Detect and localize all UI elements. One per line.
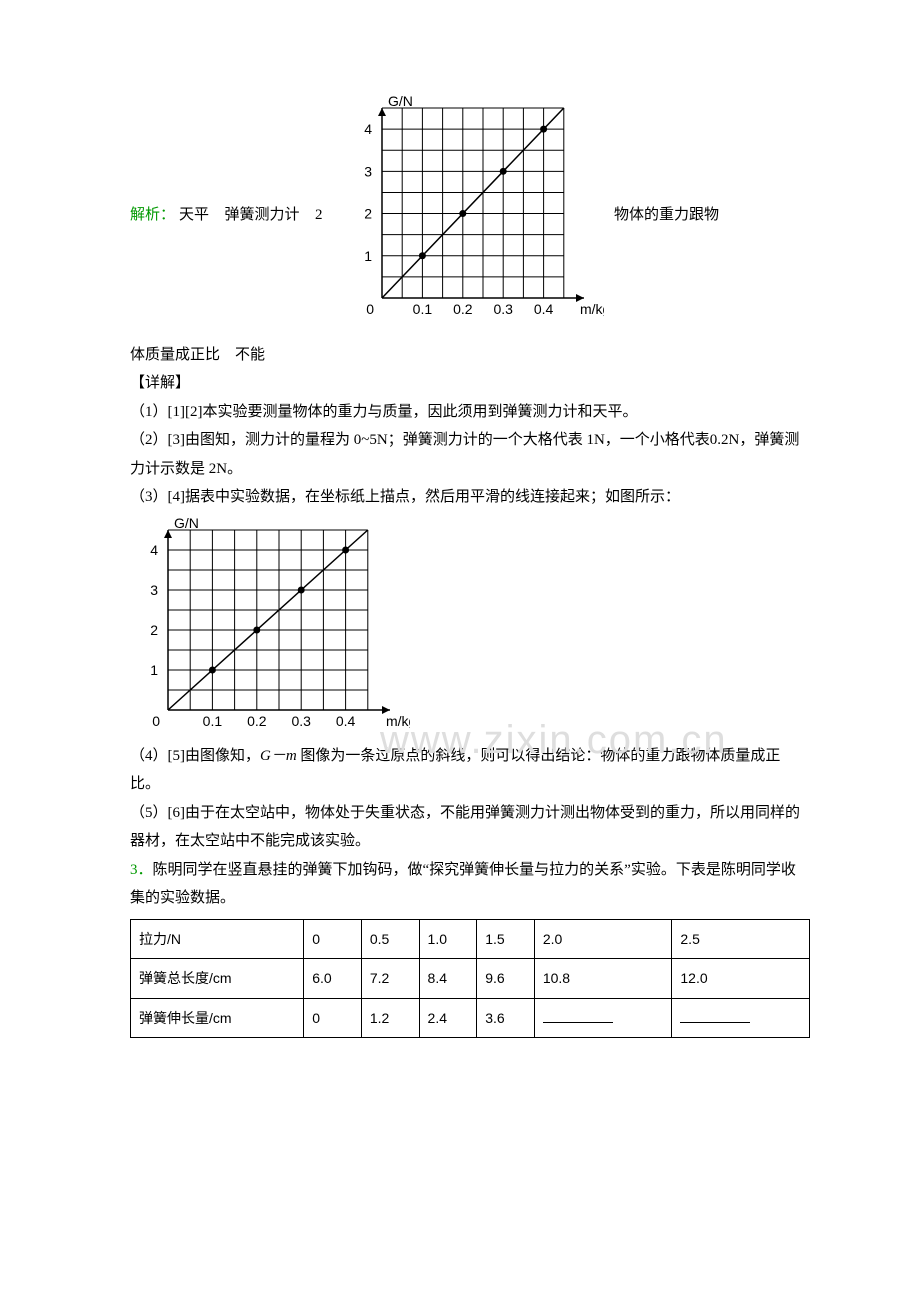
cell: 1.2: [361, 998, 419, 1038]
svg-text:0: 0: [152, 713, 160, 729]
svg-text:G/N: G/N: [388, 93, 413, 109]
svg-text:0.2: 0.2: [247, 713, 267, 729]
cell: 0: [304, 919, 362, 959]
svg-text:m/kg: m/kg: [386, 713, 410, 729]
svg-text:3: 3: [150, 582, 158, 598]
detail-p5: （5）[6]由于在太空站中，物体处于失重状态，不能用弹簧测力计测出物体受到的重力…: [130, 799, 810, 856]
row-label: 弹簧伸长量/cm: [131, 998, 304, 1038]
svg-text:0.3: 0.3: [291, 713, 311, 729]
cell: 1.5: [477, 919, 535, 959]
table-row: 弹簧总长度/cm 6.0 7.2 8.4 9.6 10.8 12.0: [131, 959, 810, 999]
cell: 10.8: [534, 959, 672, 999]
cell: 2.4: [419, 998, 477, 1038]
detail-p4a: （4）[5]由图像知，: [130, 748, 260, 764]
table-row: 弹簧伸长量/cm 0 1.2 2.4 3.6: [131, 998, 810, 1038]
row-label: 拉力/N: [131, 919, 304, 959]
cell: 9.6: [477, 959, 535, 999]
detail-p2: （2）[3]由图知，测力计的量程为 0~5N；弹簧测力计的一个大格代表 1N，一…: [130, 426, 810, 483]
cell: 8.4: [419, 959, 477, 999]
cell: 12.0: [672, 959, 810, 999]
svg-text:4: 4: [364, 121, 372, 137]
svg-text:1: 1: [150, 662, 158, 678]
row-label: 弹簧总长度/cm: [131, 959, 304, 999]
svg-text:0: 0: [366, 301, 374, 317]
table-row: 拉力/N 0 0.5 1.0 1.5 2.0 2.5: [131, 919, 810, 959]
svg-text:2: 2: [150, 622, 158, 638]
gn-mkg-chart-1: 0.1 0.2 0.3 0.4 1 2 3 4 0 G/N m/kg: [344, 90, 604, 330]
answer-item-0: 天平: [179, 201, 209, 230]
svg-text:0.2: 0.2: [453, 301, 473, 317]
q3-text: 陈明同学在竖直悬挂的弹簧下加钩码，做“探究弹簧伸长量与拉力的关系”实验。下表是陈…: [130, 862, 796, 907]
cell: [672, 998, 810, 1038]
answer-item-2: 2: [315, 201, 323, 230]
spring-data-table: 拉力/N 0 0.5 1.0 1.5 2.0 2.5 弹簧总长度/cm 6.0 …: [130, 919, 810, 1039]
detail-header: 【详解】: [130, 369, 810, 398]
svg-text:1: 1: [364, 248, 372, 264]
answer-tail-after: 体质量成正比 不能: [130, 341, 810, 370]
cell: 6.0: [304, 959, 362, 999]
detail-p4: （4）[5]由图像知，G－m 图像为一条过原点的斜线，则可以得出结论：物体的重力…: [130, 742, 810, 799]
svg-text:0.1: 0.1: [413, 301, 433, 317]
svg-text:4: 4: [150, 542, 158, 558]
cell: [534, 998, 672, 1038]
cell: 0: [304, 998, 362, 1038]
svg-text:3: 3: [364, 163, 372, 179]
svg-text:m/kg: m/kg: [580, 301, 604, 317]
svg-text:0.4: 0.4: [534, 301, 554, 317]
svg-text:0.4: 0.4: [336, 713, 356, 729]
answer-line: 解析： 天平 弹簧测力计 2 0.10.20.30.412340G/Nm/kg …: [130, 90, 810, 341]
cell: 0.5: [361, 919, 419, 959]
svg-text:0.1: 0.1: [203, 713, 223, 729]
question-3: 3．陈明同学在竖直悬挂的弹簧下加钩码，做“探究弹簧伸长量与拉力的关系”实验。下表…: [130, 856, 810, 913]
cell: 7.2: [361, 959, 419, 999]
answer-item-1: 弹簧测力计: [225, 201, 300, 230]
answer-prefix: 解析：: [130, 201, 175, 230]
gn-mkg-chart-2: 0.1 0.2 0.3 0.4 1 2 3 4 0 G/N m/kg: [130, 512, 410, 742]
svg-text:0.3: 0.3: [494, 301, 514, 317]
svg-text:2: 2: [364, 206, 372, 222]
answer-tail-before: 物体的重力跟物: [614, 201, 719, 230]
detail-p3: （3）[4]据表中实验数据，在坐标纸上描点，然后用平滑的线连接起来；如图所示：: [130, 483, 810, 512]
detail-p4var: G－m: [260, 748, 297, 764]
chart-1-wrap: 0.1 0.2 0.3 0.4 1 2 3 4 0 G/N m/kg: [344, 90, 604, 341]
svg-text:G/N: G/N: [174, 515, 199, 531]
cell: 3.6: [477, 998, 535, 1038]
q3-num: 3．: [130, 862, 153, 878]
cell: 2.5: [672, 919, 810, 959]
detail-p1: （1）[1][2]本实验要测量物体的重力与质量，因此须用到弹簧测力计和天平。: [130, 398, 810, 427]
cell: 2.0: [534, 919, 672, 959]
cell: 1.0: [419, 919, 477, 959]
